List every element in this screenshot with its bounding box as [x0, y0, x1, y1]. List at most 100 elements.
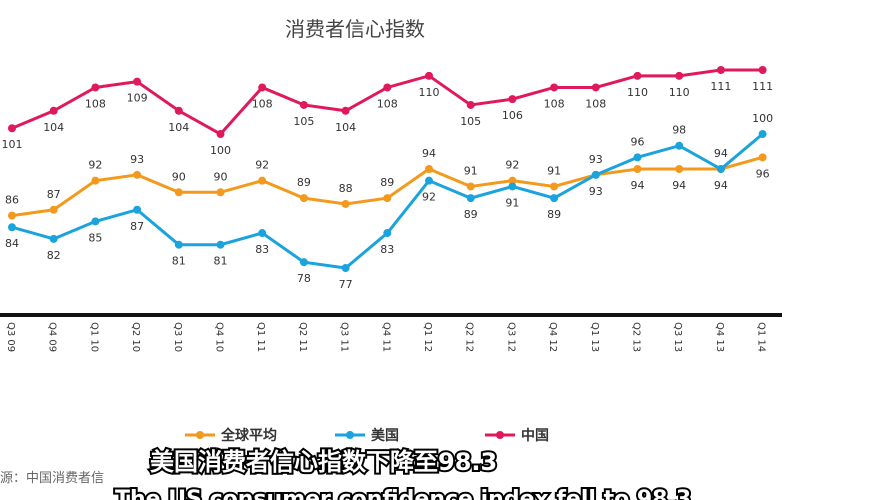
- value-label: 92: [88, 159, 102, 172]
- point: [758, 153, 767, 162]
- point: [591, 170, 600, 179]
- value-label: 82: [47, 249, 61, 262]
- point: [716, 66, 725, 74]
- x-tick-label: Q4 13: [714, 322, 725, 352]
- value-label: 89: [297, 176, 311, 189]
- point: [383, 194, 392, 203]
- value-label: 94: [714, 147, 728, 160]
- value-label: 110: [419, 86, 440, 99]
- point: [508, 182, 517, 191]
- value-label: 81: [214, 255, 228, 268]
- value-label: 93: [589, 153, 603, 166]
- chart-title: 消费者信心指数: [285, 17, 425, 41]
- value-label: 91: [505, 196, 519, 209]
- point: [91, 217, 100, 226]
- x-tick-label: Q3 12: [505, 322, 516, 352]
- value-label: 90: [172, 170, 186, 183]
- value-label: 92: [255, 159, 269, 172]
- point: [341, 264, 350, 272]
- point: [133, 77, 142, 86]
- point: [8, 223, 16, 232]
- point: [633, 165, 642, 173]
- value-label: 83: [380, 243, 394, 256]
- legend-label: 美国: [371, 427, 399, 444]
- value-label: 94: [422, 147, 436, 160]
- value-label: 93: [589, 185, 603, 198]
- value-label: 108: [585, 97, 606, 110]
- value-label: 94: [631, 179, 645, 192]
- x-tick-label: Q4 10: [214, 322, 225, 352]
- value-label: 90: [214, 170, 228, 183]
- point: [675, 141, 684, 150]
- value-label: 111: [752, 80, 773, 93]
- value-label: 91: [547, 164, 561, 177]
- point: [8, 211, 16, 220]
- legend-label: 全球平均: [220, 427, 277, 444]
- x-tick-label: Q3 10: [172, 322, 183, 352]
- value-label: 108: [544, 97, 565, 110]
- x-tick-label: Q1 11: [255, 322, 266, 352]
- value-label: 109: [127, 92, 148, 105]
- value-label: 110: [627, 86, 648, 99]
- x-tick-label: Q3 09: [5, 322, 16, 352]
- value-label: 84: [5, 237, 19, 250]
- x-tick-label: Q4 11: [380, 322, 391, 352]
- point: [550, 83, 559, 92]
- point: [91, 83, 100, 92]
- point: [49, 106, 58, 115]
- value-label: 92: [422, 191, 436, 204]
- point: [299, 258, 308, 267]
- value-label: 108: [85, 97, 106, 110]
- value-label: 77: [339, 278, 353, 291]
- x-tick-label: Q1 14: [756, 322, 767, 352]
- caption-en: The US consumer confidence index fell to…: [115, 487, 691, 500]
- value-label: 86: [5, 194, 19, 207]
- point: [299, 194, 308, 203]
- value-label: 101: [2, 138, 23, 151]
- point: [591, 83, 600, 92]
- point: [508, 176, 517, 185]
- value-label: 96: [631, 135, 645, 148]
- point: [675, 71, 684, 80]
- point: [174, 106, 183, 115]
- point: [216, 188, 225, 197]
- point: [550, 194, 559, 203]
- point: [174, 188, 183, 197]
- x-tick-label: Q3 13: [672, 322, 683, 352]
- value-label: 110: [669, 86, 690, 99]
- value-label: 89: [464, 208, 478, 221]
- point: [216, 240, 225, 249]
- value-label: 94: [672, 179, 686, 192]
- point: [91, 176, 100, 185]
- legend-marker: [346, 431, 354, 439]
- value-label: 85: [88, 231, 102, 244]
- value-label: 94: [714, 179, 728, 192]
- point: [341, 199, 350, 208]
- value-label: 81: [172, 255, 186, 268]
- x-tick-label: Q2 13: [631, 322, 642, 352]
- value-label: 93: [130, 153, 144, 166]
- point: [8, 124, 16, 133]
- point: [383, 83, 392, 92]
- x-tick-label: Q1 12: [422, 322, 433, 352]
- legend-marker: [196, 431, 204, 439]
- point: [133, 170, 142, 179]
- point: [258, 83, 267, 92]
- point: [49, 234, 58, 243]
- value-label: 88: [339, 182, 353, 195]
- value-label: 98: [672, 124, 686, 137]
- legend-label: 中国: [521, 427, 549, 444]
- point: [716, 165, 725, 173]
- value-label: 105: [460, 115, 481, 128]
- source: 源：中国消费者信: [0, 471, 104, 486]
- value-label: 78: [297, 272, 311, 285]
- point: [425, 71, 433, 80]
- point: [258, 176, 267, 185]
- value-label: 111: [710, 80, 731, 93]
- value-label: 105: [293, 115, 314, 128]
- x-tick-label: Q4 09: [47, 322, 58, 352]
- point: [425, 176, 433, 185]
- point: [633, 153, 642, 162]
